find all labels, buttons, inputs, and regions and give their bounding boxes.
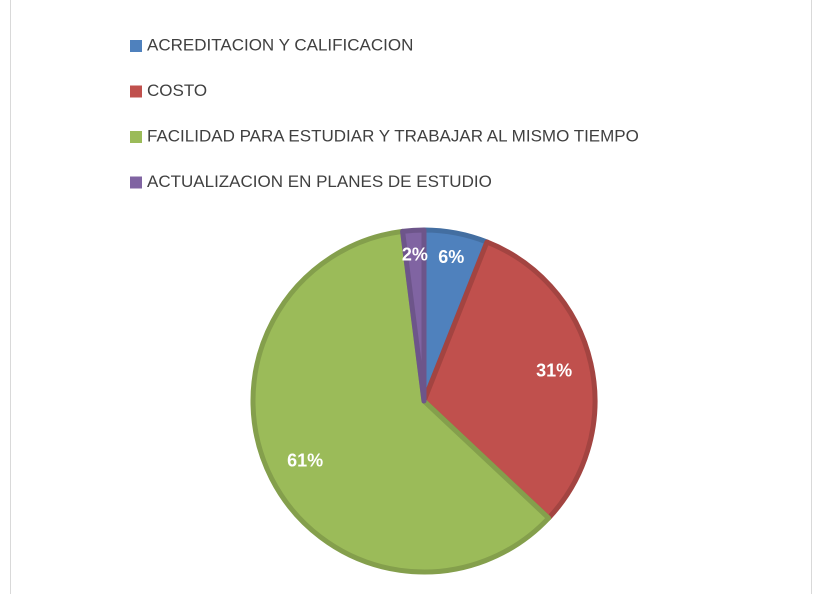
legend-swatch bbox=[130, 131, 142, 143]
legend-swatch bbox=[130, 176, 142, 189]
legend-swatch bbox=[130, 85, 142, 98]
data-label: 61% bbox=[287, 450, 323, 470]
pie-slice bbox=[421, 239, 598, 521]
legend-label: ACREDITACION Y CALIFICACION bbox=[147, 35, 413, 54]
pie-slice bbox=[250, 228, 552, 575]
legend-label: ACTUALIZACION EN PLANES DE ESTUDIO bbox=[147, 172, 492, 191]
pie-slice bbox=[400, 227, 427, 404]
legend-swatch bbox=[130, 40, 142, 52]
data-label: 2% bbox=[402, 245, 428, 265]
data-label: 31% bbox=[536, 361, 572, 381]
legend-label: COSTO bbox=[147, 81, 207, 100]
data-label: 6% bbox=[438, 247, 464, 267]
legend-label: FACILIDAD PARA ESTUDIAR Y TRABAJAR AL MI… bbox=[147, 126, 639, 145]
